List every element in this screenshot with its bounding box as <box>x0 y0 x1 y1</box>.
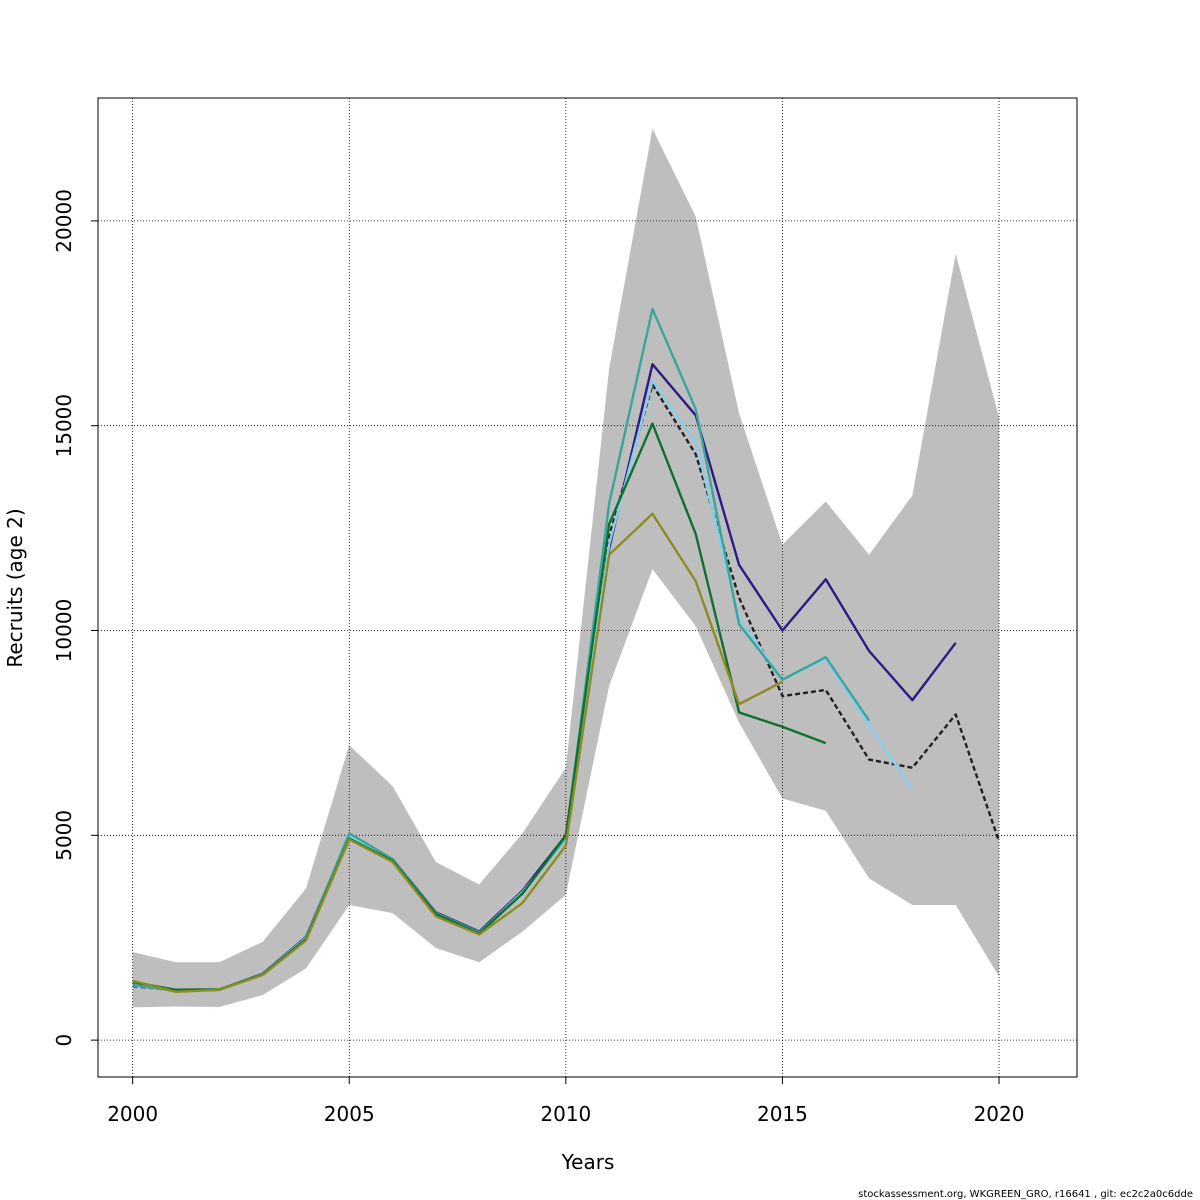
x-tick-label: 2010 <box>540 1102 591 1126</box>
y-tick-label: 5000 <box>52 810 76 861</box>
y-tick-label: 15000 <box>52 394 76 458</box>
y-tick-label: 20000 <box>52 189 76 253</box>
series-layer <box>132 307 1001 993</box>
axis-layer: 2000 2005 2010 2015 2020 0 5000 10000 15000 20000 <box>52 189 1024 1126</box>
confidence-band-layer <box>132 128 1000 1008</box>
y-tick-label: 0 <box>52 1034 76 1047</box>
x-tick-label: 2000 <box>107 1102 158 1126</box>
confidence-band <box>132 128 1000 1008</box>
x-tick-label: 2005 <box>324 1102 375 1126</box>
series-line-6 <box>132 512 783 993</box>
footer-credit: stockassessment.org, WKGREEN_GRO, r16641… <box>858 1189 1193 1200</box>
x-tick-label: 2020 <box>974 1102 1025 1126</box>
y-tick-label: 10000 <box>52 599 76 663</box>
grid-layer <box>98 98 1077 1077</box>
x-axis-title: Years <box>561 1150 615 1174</box>
x-tick-label: 2015 <box>757 1102 808 1126</box>
y-axis-title: Recruits (age 2) <box>3 508 27 667</box>
